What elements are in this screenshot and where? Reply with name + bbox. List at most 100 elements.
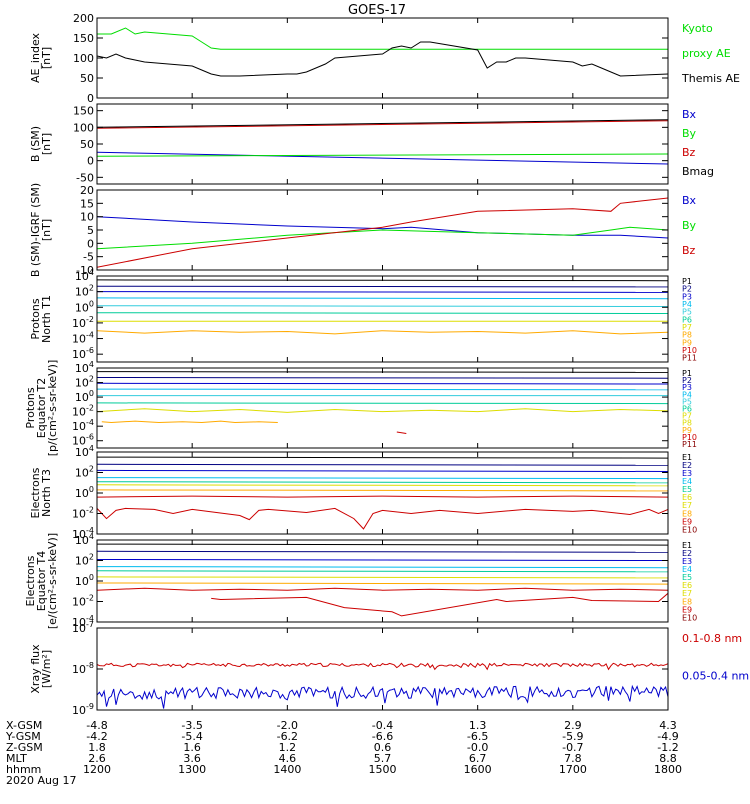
y-tick-label: 100: [75, 573, 94, 588]
legend-entry: E7: [682, 589, 692, 598]
legend-entry: E3: [682, 557, 692, 566]
y-tick-label: 10-2: [72, 594, 94, 609]
legend-entry: P6: [682, 315, 692, 324]
y-tick-label: 20: [80, 184, 94, 197]
y-tick-label: 100: [73, 52, 94, 65]
y-tick-label: 10-4: [72, 331, 94, 346]
x-row-value: -4.9: [657, 730, 678, 743]
x-row-value: 4.6: [279, 752, 297, 765]
legend-entry: P1: [682, 277, 692, 286]
legend-entry: P3: [682, 292, 692, 301]
panel-frame: [96, 367, 669, 449]
x-row-value: -6.6: [372, 730, 393, 743]
series-e8: [97, 495, 668, 498]
legend-entry: P9: [682, 426, 692, 435]
legend-entry: E2: [682, 461, 692, 470]
y-tick-label: 102: [75, 465, 94, 480]
y-tick-label: 15: [80, 197, 94, 210]
legend-entry: 0.05-0.4 nm: [682, 669, 749, 682]
y-tick-label: 10-6: [72, 433, 94, 448]
x-row-value: -1.2: [657, 741, 678, 754]
y-axis-label: B (SM): [29, 126, 42, 162]
y-tick-label: 10-2: [72, 315, 94, 330]
legend-entry: E8: [682, 597, 692, 606]
y-axis-label: Electrons: [29, 467, 42, 518]
legend-entry: E5: [682, 573, 692, 582]
series-e6: [97, 484, 668, 487]
legend-entry: P4: [682, 390, 692, 399]
series-by: [97, 226, 668, 250]
legend-entry: Bz: [682, 244, 696, 257]
legend-entry: P10: [682, 346, 697, 355]
x-row-value: 8.8: [659, 752, 677, 765]
y-axis-label: Electrons: [24, 555, 37, 606]
x-row-value: 1.2: [279, 741, 297, 754]
x-axis-table: X-GSM -4.8 -3.5 -2.0 -0.4 1.3 2.9 4.3 Y-GSM -4.2 -…: [5, 719, 682, 787]
y-axis-label: North T3: [40, 469, 53, 517]
legend-entry: E9: [682, 605, 692, 614]
series-p8: [97, 330, 668, 335]
legend-entry: E10: [682, 613, 697, 622]
series-e9: [211, 592, 668, 617]
series-e7: [97, 582, 668, 585]
y-tick-label: 100: [75, 299, 94, 314]
y-tick-label: 10-2: [72, 404, 94, 419]
y-axis-label: [nT]: [40, 219, 53, 241]
legend-entry: P8: [682, 419, 692, 428]
x-row-value: -4.2: [86, 730, 107, 743]
series-bz: [97, 197, 668, 268]
legend-entry: E4: [682, 477, 692, 486]
series-e3: [97, 559, 668, 561]
y-tick-label: 102: [75, 553, 94, 568]
panel-frame: [96, 103, 669, 185]
y-axis-label: North T1: [40, 295, 53, 343]
y-axis-label: AE_index: [29, 32, 42, 83]
y-axis-label: [W/m²]: [40, 650, 53, 688]
y-tick-label: 5: [87, 224, 94, 237]
y-axis-label: Equator T2: [35, 378, 48, 438]
y-tick-label: 102: [75, 375, 94, 390]
x-row-label: X-GSM: [6, 719, 42, 732]
legend-entry: E1: [682, 541, 692, 550]
x-row-value: 1300: [178, 763, 206, 776]
legend-entry: By: [682, 219, 697, 232]
y-tick-label: -10: [76, 264, 94, 277]
y-axis-label: B (SM)-IGRF (SM): [29, 183, 42, 277]
y-tick-label: 10-8: [72, 661, 94, 676]
legend-entry: proxy AE: [682, 47, 731, 60]
legend-entry: E7: [682, 501, 692, 510]
y-axis-label: Equator T4: [35, 551, 48, 611]
series-e5: [97, 481, 668, 484]
series-e4: [97, 566, 668, 569]
y-tick-label: 50: [80, 138, 94, 151]
y-tick-label: 10: [80, 211, 94, 224]
series-bz: [97, 120, 668, 129]
legend-entry: E4: [682, 565, 692, 574]
series-e8: [97, 587, 668, 591]
legend-entry: Bx: [682, 194, 697, 207]
legend-entry: Bmag: [682, 165, 714, 178]
legend-entry: P10: [682, 433, 697, 442]
legend-entry: P3: [682, 383, 692, 392]
y-tick-label: 0: [87, 92, 94, 105]
series-e4: [97, 477, 668, 480]
y-axis-label: Xray flux: [29, 644, 42, 694]
series-0-1-0-8-nm: [97, 662, 668, 671]
series-e6: [97, 576, 668, 579]
legend-entry: E6: [682, 581, 692, 590]
series-e2: [97, 550, 668, 553]
series-e7: [97, 489, 668, 492]
legend-entry: P8: [682, 331, 692, 340]
legend-entry: P6: [682, 405, 692, 414]
y-tick-label: 100: [75, 389, 94, 404]
y-tick-label: 150: [73, 105, 94, 118]
x-row-value: 2.9: [564, 719, 582, 732]
series-p4: [97, 388, 668, 391]
y-axis-label: Protons: [29, 298, 42, 339]
legend-entry: Bx: [682, 108, 697, 121]
y-axis-label: [nT]: [40, 47, 53, 69]
